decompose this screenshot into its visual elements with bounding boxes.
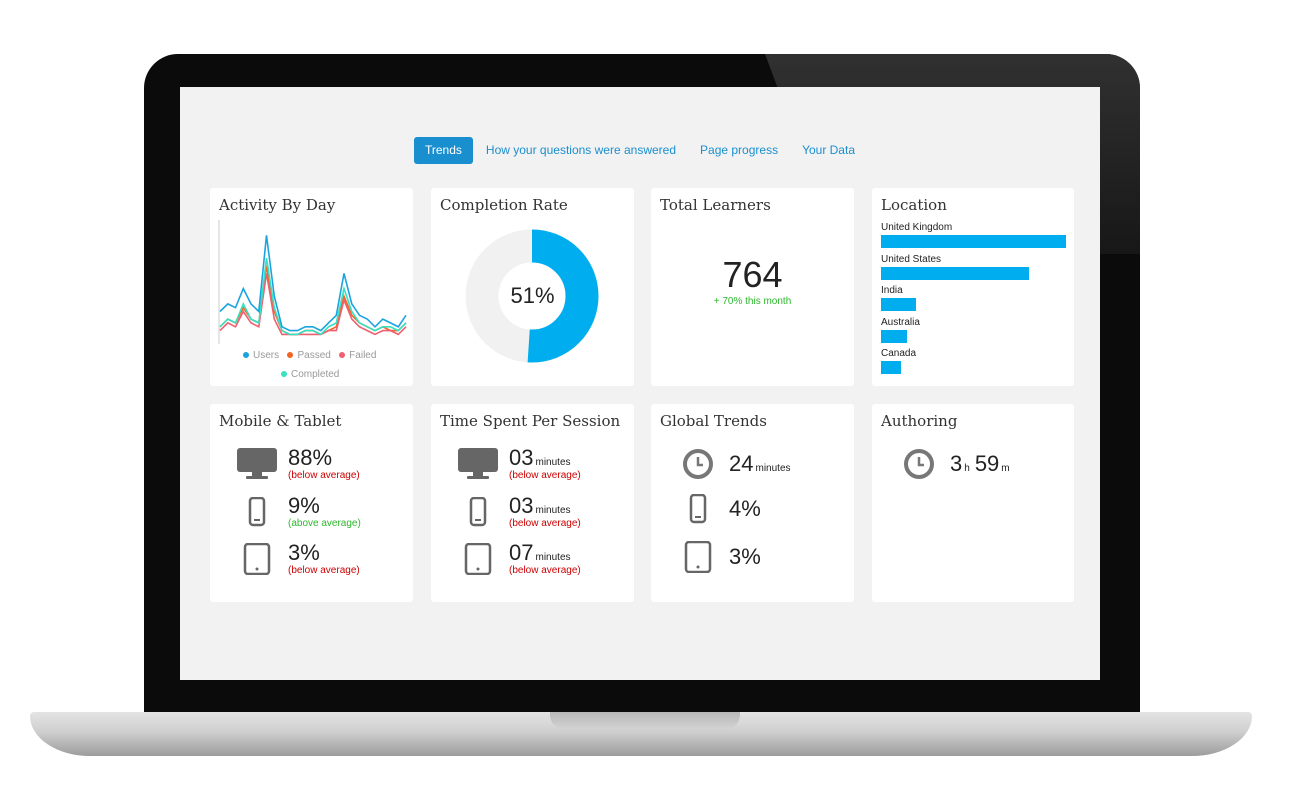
clock-icon [904,449,934,479]
global-row-tablet: 3% [675,541,761,573]
legend-failed[interactable]: Failed [339,350,376,361]
time-desktop-value: 03 [509,445,534,470]
location-bar-united-kingdom [881,235,1066,248]
desktop-icon [458,448,498,479]
location-label-united-kingdom: United Kingdom [881,222,953,233]
location-bar-united-states [881,266,1029,280]
time-row-phone: 03 minutes (below average) [455,494,581,530]
desktop-icon [237,448,277,479]
tab-trends[interactable]: Trends [414,137,473,164]
global-card: Global Trends 24 minutes 4% 3% [651,404,854,602]
tablet-icon [464,543,492,575]
time-tablet-unit: minutes [535,552,571,563]
legend-users-label: Users [253,350,280,361]
legend-completed-label: Completed [291,369,340,380]
completion-card: Completion Rate 51% [431,188,634,386]
learners-count: 764 [722,254,783,295]
location-title: Location [881,196,947,214]
tablet-icon [243,543,271,575]
authoring-hours: 3 [950,451,963,476]
legend-passed[interactable]: Passed [287,350,331,361]
series-line-completed [219,257,407,336]
phone-icon [689,494,707,524]
users-dot-icon [243,352,249,359]
authoring-title: Authoring [881,412,958,430]
authoring-row: 3 h 59 m [896,448,1010,480]
authoring-minutes: 59 [974,451,1000,476]
phone-icon [469,497,487,527]
completion-title: Completion Rate [440,196,568,214]
global-row-time: 24 minutes [675,448,791,480]
location-bar-india [881,298,917,311]
global-time-unit: minutes [755,463,791,474]
authoring-hours-unit: h [964,463,970,474]
location-label-canada: Canada [881,348,917,359]
completed-dot-icon [281,371,287,378]
legend-completed[interactable]: Completed [281,369,339,380]
passed-dot-icon [287,352,294,359]
legend-users[interactable]: Users [243,350,279,361]
location-label-india: India [881,285,903,296]
donut-arc [465,229,599,363]
global-time-value: 24 [729,451,754,476]
authoring-card: Authoring 3 h 59 m [872,404,1074,602]
time-card: Time Spent Per Session 03 minutes (below a… [431,404,634,602]
global-phone-value: 4% [729,496,761,521]
learners-card: Total Learners 764 + 70% this month [651,188,854,386]
time-tablet-note: (below average) [509,565,581,576]
tab-your-data[interactable]: Your Data [802,143,855,157]
global-title: Global Trends [660,412,767,430]
activity-title: Activity By Day [219,196,336,214]
completion-donut [465,229,599,363]
time-row-desktop: 03 minutes (below average) [455,446,581,482]
legend-row-2: Completed [281,369,339,380]
time-title: Time Spent Per Session [440,412,621,430]
time-desktop-note: (below average) [509,470,581,481]
global-row-phone: 4% [675,494,761,524]
activity-chart [218,220,407,344]
time-desktop-unit: minutes [535,457,571,468]
failed-dot-icon [339,352,346,359]
phone-icon [248,497,266,527]
location-label-united-states: United States [881,253,942,265]
time-phone-value: 03 [509,493,534,518]
series-line-users [219,235,407,332]
location-bar-australia [881,329,907,343]
mobile-title: Mobile & Tablet [219,412,342,430]
legend-row-1: Users Passed Failed [243,350,376,361]
dashboard-screen: Trends How your questions were answered … [180,87,1100,680]
location-card: Location United Kingdom United States Indi… [872,188,1074,386]
time-phone-note: (below average) [509,518,581,529]
tab-bar: Trends How your questions were answered … [180,137,1100,164]
legend-passed-label: Passed [297,350,331,361]
clock-icon [683,449,713,479]
mobile-desktop-value: 88% [288,445,333,470]
activity-card: Activity By Day Users Passed Failed Comp… [210,188,413,386]
mobile-phone-note: (above average) [288,518,361,529]
mobile-row-tablet: 3% (below average) [234,541,360,577]
mobile-phone-value: 9% [288,493,320,518]
time-row-tablet: 07 minutes (below average) [455,541,581,577]
tablet-icon [684,541,712,573]
mobile-row-desktop: 88% (below average) [234,446,360,482]
series-line-failed [219,273,407,336]
mobile-tablet-note: (below average) [288,565,360,576]
authoring-minutes-unit: m [1001,463,1010,474]
time-phone-unit: minutes [535,505,571,516]
mobile-tablet-value: 3% [288,540,320,565]
completion-percent: 51% [510,283,555,308]
mobile-card: Mobile & Tablet 88% (below average) 9% (ab… [210,404,413,602]
mobile-desktop-note: (below average) [288,470,360,481]
time-tablet-value: 07 [509,540,534,565]
learners-trend: + 70% this month [713,296,792,307]
mobile-row-phone: 9% (above average) [234,494,361,530]
legend-failed-label: Failed [349,350,377,361]
location-bar-canada [881,361,902,374]
learners-title: Total Learners [660,196,771,214]
laptop-notch [550,712,740,729]
location-label-australia: Australia [881,316,920,328]
tab-questions-answered[interactable]: How your questions were answered [485,143,677,157]
global-tablet-value: 3% [729,544,761,569]
tab-page-progress[interactable]: Page progress [700,143,779,157]
